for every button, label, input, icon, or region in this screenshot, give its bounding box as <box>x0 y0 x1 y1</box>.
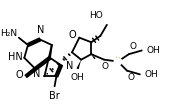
Text: N: N <box>33 69 41 79</box>
Text: O: O <box>130 42 137 51</box>
Text: OH: OH <box>144 70 158 79</box>
Polygon shape <box>76 60 81 69</box>
Text: OH: OH <box>146 46 160 55</box>
Text: O: O <box>16 70 23 80</box>
Text: N: N <box>37 25 44 35</box>
Text: O: O <box>102 62 109 71</box>
Text: Br: Br <box>49 91 60 101</box>
Text: HO: HO <box>89 11 103 20</box>
Polygon shape <box>91 54 96 59</box>
Text: O: O <box>128 73 135 82</box>
Text: N: N <box>66 61 73 71</box>
Circle shape <box>114 58 122 65</box>
Text: OH: OH <box>71 72 84 82</box>
Text: P: P <box>115 57 121 67</box>
Text: H₂N: H₂N <box>0 29 17 39</box>
Text: HN: HN <box>8 52 23 62</box>
Text: O: O <box>68 30 76 40</box>
